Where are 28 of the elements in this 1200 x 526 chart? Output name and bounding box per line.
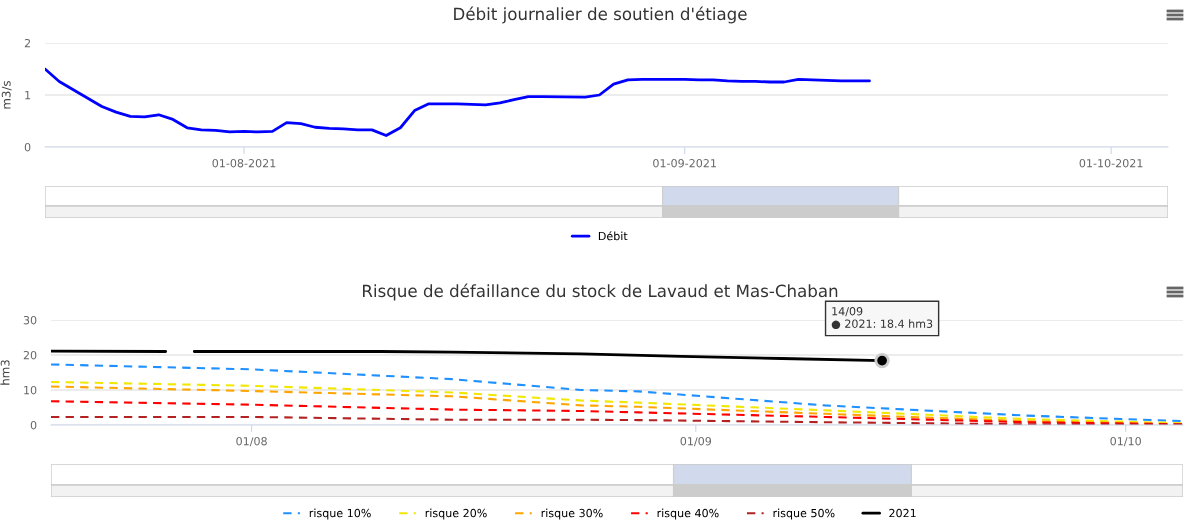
legend-label: 2021 [889,508,916,518]
x-tick-label: 01-09-2021 [653,159,716,168]
x-tick-label: 01/08 [236,437,267,447]
y-tick-label: 1 [25,91,31,100]
y-axis-title: m3/s [1,81,12,109]
x-tick-label: 01/10 [1110,437,1141,447]
x-tick-label: 01-10-2021 [1079,159,1143,168]
legend-label: risque 10% [309,508,371,520]
y-tick-label: 0 [30,420,37,430]
chart-title: Débit journalier de soutien d'étiage [454,6,747,24]
legend-label: Débit [598,231,628,241]
x-tick-label: 01/09 [680,437,712,447]
line-series [51,363,1183,423]
y-tick-label: 2 [24,38,30,48]
line-series [51,400,1183,425]
y-tick-label: 0 [24,142,31,152]
legend-label: risque 30% [541,508,603,520]
annotation: 14/09 ● 2021: 18.4 hm3 [831,307,933,330]
x-tick-label: 01-08-2021 [212,159,276,168]
y-tick-label: 10 [24,385,37,395]
line-series [45,67,871,137]
legend-label: risque 20% [425,508,487,520]
legend-label: risque 40% [657,508,719,520]
y-tick-label: 20 [23,350,37,360]
y-tick-label: 30 [23,315,37,325]
chart-title: Risque de défaillance du stock de Lavaud et Mas-Chaban [362,283,838,301]
legend-label: risque 50% [773,508,835,520]
y-axis-title: hm3 [0,360,10,385]
